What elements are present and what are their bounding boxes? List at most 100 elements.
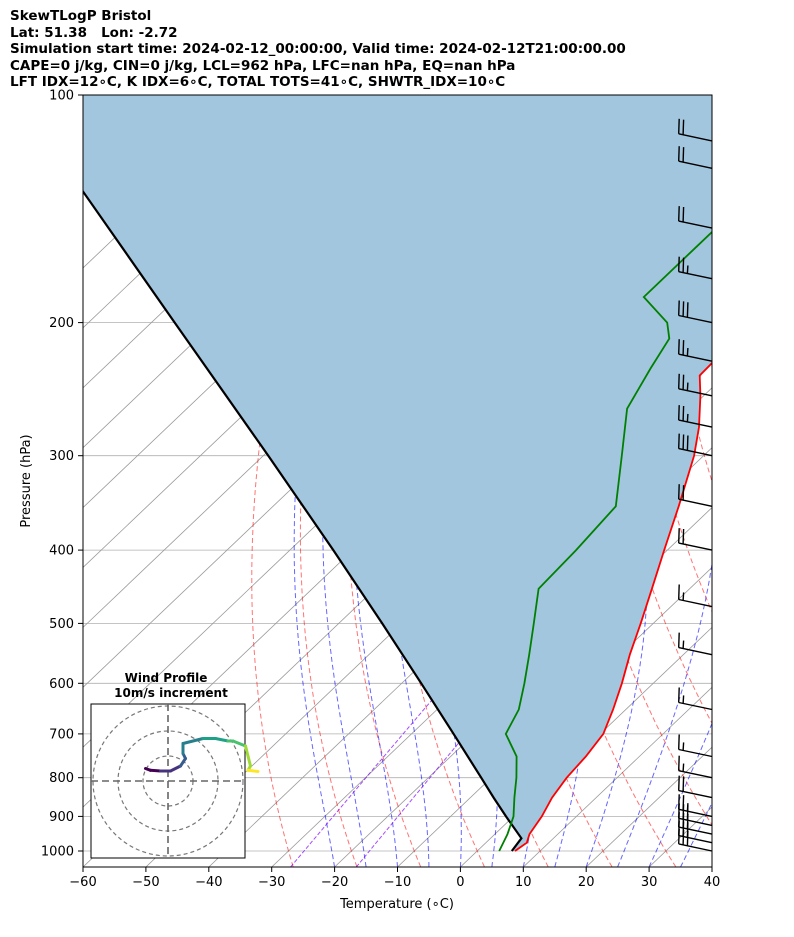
index-line: LFT IDX=12∘C, K IDX=6∘C, TOTAL TOTS=41∘C… (10, 74, 506, 90)
wind-barb-flag (678, 300, 680, 316)
wind-barb-flag (678, 755, 680, 771)
dry-adiabat (701, 95, 712, 298)
wind-barb-flag (686, 265, 689, 274)
wind-barb-650 (678, 687, 713, 711)
wind-barb-shaft (678, 826, 713, 835)
moist-adiabat (648, 722, 712, 867)
mixing-ratio-line (290, 549, 561, 867)
wind-barb-flag (682, 257, 685, 273)
wind-barb-flag (678, 775, 680, 791)
wind-barb-flag (678, 339, 680, 355)
wind-barb-400 (678, 528, 713, 551)
wind-barb-flag (682, 206, 685, 223)
wind-barb-250 (678, 373, 713, 397)
wind-barb-shaft (678, 314, 713, 324)
hodograph-segment (231, 739, 247, 748)
cape-line: CAPE=0 j/kg, CIN=0 j/kg, LCL=962 hPa, LF… (10, 57, 516, 74)
hodograph-segment (214, 737, 230, 743)
wind-barb-275 (678, 405, 713, 428)
wind-barb-flag (682, 147, 685, 163)
wind-barb-shaft (678, 598, 713, 608)
hodograph-segment (244, 744, 252, 768)
x-tick-label: 10 (515, 875, 532, 890)
wind-barb-flag (682, 695, 685, 704)
hodograph-plot (91, 704, 245, 858)
moist-adiabat (711, 865, 712, 867)
wind-barb-flag (682, 405, 685, 422)
y-tick-label: 800 (49, 771, 74, 786)
hodograph-segment (181, 737, 205, 745)
wind-barb-flag (678, 484, 680, 500)
x-tick-label: −40 (195, 875, 222, 890)
x-tick-label: −30 (258, 875, 285, 890)
wind-barb-flag (682, 374, 685, 390)
x-axis-label: Temperature (∘C) (339, 897, 454, 912)
wind-barb-shaft (678, 817, 713, 827)
hodograph-segment (169, 764, 182, 773)
wind-barb-flag (678, 373, 680, 389)
hodograph-subtitle: 10m/s increment (114, 686, 228, 700)
wind-barb-flag (678, 734, 680, 750)
x-tick-label: 30 (641, 875, 658, 890)
wind-barb-225 (678, 339, 713, 362)
x-tick-label: −50 (132, 875, 159, 890)
wind-barb-flag (686, 413, 689, 422)
x-tick-label: 20 (578, 875, 595, 890)
wind-barb-flag (682, 640, 685, 649)
hodograph-inset (90, 703, 260, 859)
y-tick-label: 700 (49, 727, 74, 742)
wind-barb-flag (686, 382, 689, 391)
y-tick-label: 900 (49, 810, 74, 825)
time-line: Simulation start time: 2024-02-12_00:00:… (10, 41, 626, 57)
parcel-profile-line (83, 189, 523, 852)
dry-adiabat (769, 95, 794, 867)
wind-barb-shaft (678, 843, 713, 852)
wind-barb-175 (678, 256, 713, 280)
hodograph-segment (179, 757, 187, 768)
axes: −60 −50 −40 −30 −20 −10 0 10 20 30 40 100 200 300 400 5… (41, 89, 720, 891)
wind-barb-flag (678, 405, 680, 421)
wind-barb-flag (678, 256, 680, 272)
wind-barb-shaft (678, 834, 713, 844)
wind-barb-flag (678, 206, 680, 222)
y-tick-label: 1000 (41, 845, 74, 860)
wind-barb-125 (678, 146, 713, 169)
wind-barb-flag (678, 118, 680, 134)
wind-barb-shaft (678, 220, 713, 229)
wind-barb-flag (686, 302, 689, 318)
hodograph-segment (149, 768, 162, 773)
y-tick-label: 500 (49, 617, 74, 632)
wind-barb-115 (678, 118, 713, 142)
wind-barb-550 (678, 632, 713, 656)
wind-barb-flag (682, 301, 685, 317)
wind-barb-flag (682, 485, 685, 501)
wind-barb-shaft (678, 498, 713, 507)
location-line: Lat: 51.38 Lon: -2.72 (10, 24, 178, 41)
chart-title: SkewTLogP Bristol (10, 8, 152, 24)
wind-barb-flag (678, 528, 680, 544)
wind-barb-900 (678, 794, 713, 818)
x-tick-label: −20 (321, 875, 348, 890)
dewpoint-line (498, 230, 712, 852)
wind-barb-350 (678, 484, 713, 507)
wind-barb-flag (682, 742, 685, 751)
wind-barb-flag (682, 528, 685, 545)
wind-barb-475 (678, 584, 713, 608)
cin-shading (83, 95, 712, 851)
plot-area (83, 95, 794, 867)
wind-barb-shaft (678, 447, 713, 457)
hodograph-segment (246, 768, 260, 773)
wind-barb-flag (678, 146, 680, 162)
wind-barb-shaft (678, 770, 713, 779)
wind-barb-750 (678, 734, 713, 758)
wind-barb-shaft (678, 646, 713, 656)
y-tick-label: 600 (49, 677, 74, 692)
temperature-line (514, 361, 712, 852)
wind-barb-flag (686, 347, 689, 357)
wind-barb-flag (678, 584, 680, 600)
wind-barb-shaft (678, 542, 713, 551)
wind-barb-flag (686, 435, 689, 451)
wind-barb-flag (682, 340, 685, 356)
x-tick-label: 0 (456, 875, 464, 890)
